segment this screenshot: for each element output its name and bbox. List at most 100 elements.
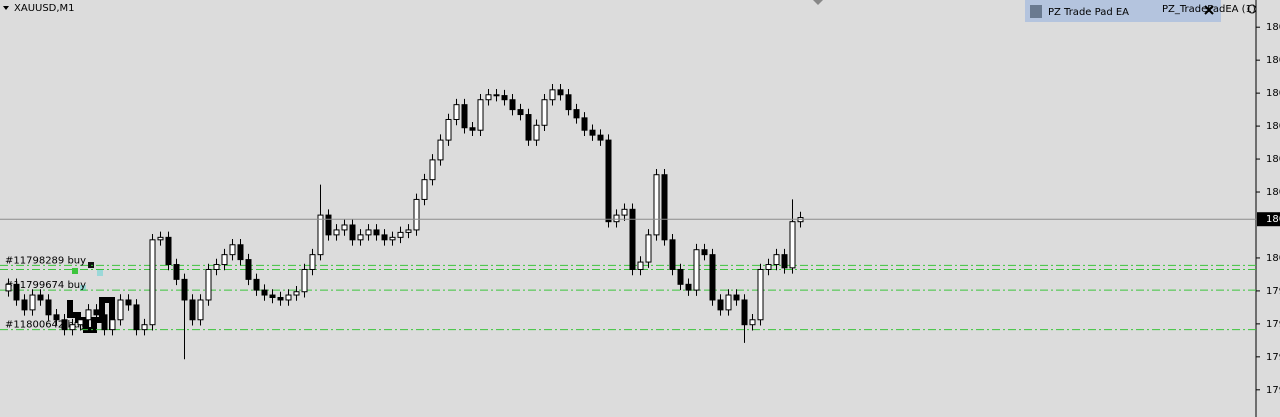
candle-body: [349, 224, 356, 241]
ea-icon: [1030, 5, 1042, 18]
candle-body: [125, 299, 132, 306]
candle-body: [373, 229, 380, 236]
ea-smiley: [1247, 4, 1257, 14]
candle-body: [589, 129, 596, 136]
y-tick-label: 179: [1266, 319, 1280, 330]
y-tick-label: 179: [1266, 385, 1280, 396]
candle-body: [605, 139, 612, 223]
candle-body: [597, 134, 604, 141]
y-tick-label: 179: [1266, 286, 1280, 297]
candle-body: [613, 214, 620, 223]
candle-body: [677, 268, 684, 285]
candle-body: [413, 198, 420, 231]
candle-body: [509, 99, 516, 111]
candle-body: [469, 127, 476, 131]
candle-body: [517, 109, 524, 116]
candle-body: [285, 294, 292, 301]
candle-body: [749, 319, 756, 326]
ea-panel: [1025, 0, 1221, 22]
candle-body: [189, 299, 196, 321]
candle-body: [77, 319, 84, 326]
candle-body: [453, 104, 460, 120]
menu-arrow[interactable]: [3, 6, 9, 10]
candle-body: [725, 294, 732, 311]
candle-body: [197, 299, 204, 321]
candle-body: [141, 324, 148, 331]
close-button[interactable]: [1204, 5, 1214, 15]
scroll-marker: [813, 0, 823, 5]
candle-body: [13, 283, 20, 301]
candle-body: [165, 236, 172, 266]
candle-body: [317, 214, 324, 256]
candle-body: [461, 104, 468, 129]
candle-body: [493, 94, 500, 97]
candle-body: [661, 174, 668, 241]
candle-body: [573, 109, 580, 119]
candle-body: [709, 254, 716, 301]
indicator-shape: [67, 297, 115, 333]
order-label: #11799674 buy: [5, 280, 86, 291]
y-tick-label: 180: [1266, 187, 1280, 198]
candle-body: [501, 95, 508, 101]
candle-body: [365, 229, 372, 236]
candle-body: [53, 314, 60, 321]
y-tick-label: 180: [1266, 154, 1280, 165]
candle-body: [325, 214, 332, 236]
candle-body: [29, 294, 36, 311]
candle-body: [101, 314, 108, 331]
candle-body: [341, 224, 348, 231]
candle-body: [733, 294, 740, 301]
candle-body: [173, 264, 180, 280]
y-tick-label: 180: [1266, 121, 1280, 132]
candle-body: [61, 319, 68, 331]
y-tick-label: 180: [1266, 253, 1280, 264]
symbol-title: XAUUSD,M1: [14, 3, 75, 14]
candle-body: [565, 94, 572, 111]
candle-body: [37, 294, 44, 301]
order-label: #11798289 buy: [5, 255, 86, 266]
candle-body: [645, 234, 652, 263]
candle-body: [157, 236, 164, 241]
candle-body: [717, 299, 724, 311]
candle-body: [437, 139, 444, 161]
candle-body: [653, 174, 660, 236]
candle-body: [253, 278, 260, 291]
price-label-bg: [1257, 212, 1280, 227]
candle-body: [781, 254, 788, 269]
candle-body: [381, 234, 388, 241]
candle-body: [357, 234, 364, 241]
candle-body: [693, 249, 700, 291]
y-tick-label: 180: [1266, 55, 1280, 66]
candle-body: [277, 297, 284, 301]
candle-body: [261, 289, 268, 296]
candle-body: [109, 319, 116, 331]
candle-body: [701, 249, 708, 256]
candle-body: [429, 159, 436, 181]
candle-body: [445, 118, 452, 141]
indicator-dot: [72, 268, 78, 274]
candle-body: [405, 229, 412, 233]
y-tick-label: 179: [1266, 352, 1280, 363]
y-tick-label: 180: [1266, 88, 1280, 99]
candle-body: [421, 179, 428, 200]
candle-body: [85, 309, 92, 321]
candle-body: [245, 259, 252, 280]
candle-body: [765, 264, 772, 270]
order-label: #11800642 buy: [5, 320, 86, 331]
candle-body: [237, 244, 244, 261]
candle-body: [69, 324, 76, 331]
candle-body: [773, 254, 780, 266]
candle-body: [557, 89, 564, 96]
price-label: 180: [1266, 214, 1280, 225]
candle-body: [269, 294, 276, 299]
candle-body: [789, 221, 796, 269]
candle-body: [181, 278, 188, 301]
candle-body: [629, 208, 636, 270]
candle-body: [485, 94, 492, 101]
candle-body: [301, 268, 308, 293]
candle-body: [93, 309, 100, 316]
candle-body: [117, 299, 124, 321]
candle-body: [213, 264, 220, 270]
